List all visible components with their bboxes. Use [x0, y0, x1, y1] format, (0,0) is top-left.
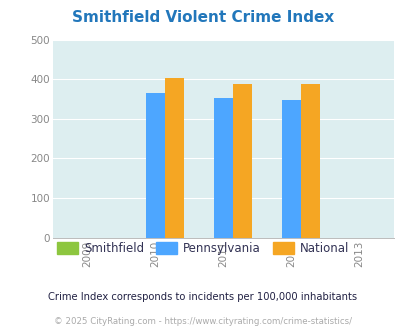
Text: © 2025 CityRating.com - https://www.cityrating.com/crime-statistics/: © 2025 CityRating.com - https://www.city… [54, 317, 351, 326]
Bar [213, 98, 232, 238]
Text: Crime Index corresponds to incidents per 100,000 inhabitants: Crime Index corresponds to incidents per… [48, 292, 357, 302]
Text: Smithfield Violent Crime Index: Smithfield Violent Crime Index [72, 10, 333, 25]
Bar [145, 93, 164, 238]
Bar [232, 84, 252, 238]
Legend: Smithfield, Pennsylvania, National: Smithfield, Pennsylvania, National [52, 237, 353, 260]
Bar [301, 84, 320, 238]
Bar [164, 78, 183, 238]
Bar [281, 100, 301, 238]
